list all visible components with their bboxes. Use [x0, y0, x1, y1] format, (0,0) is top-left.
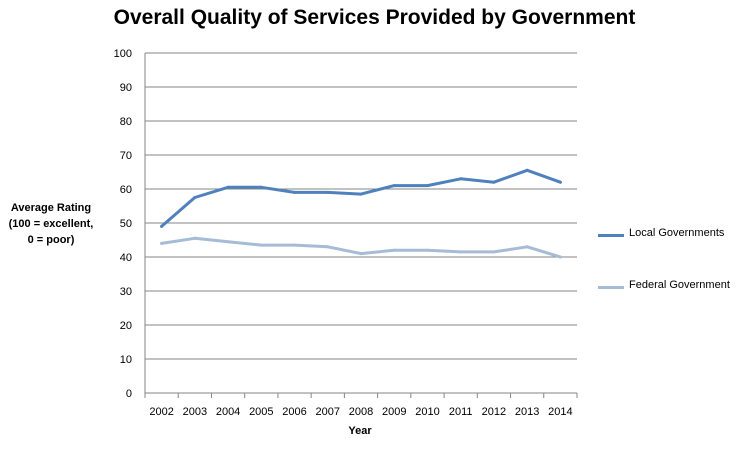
y-tick-label-70: 70	[120, 150, 132, 162]
y-tick-label-30: 30	[120, 286, 132, 298]
data-point-local-governments-2010	[425, 184, 429, 188]
data-point-federal-government-2004	[226, 240, 230, 244]
legend-label-local-governments: Local Governments	[629, 227, 725, 239]
data-point-federal-government-2007	[326, 245, 330, 249]
y-tick-label-50: 50	[120, 218, 132, 230]
y-axis-label-line-2: (100 = excellent,	[8, 218, 94, 230]
data-point-local-governments-2007	[326, 190, 330, 194]
x-tick-label-2006: 2006	[282, 406, 306, 418]
x-tick-label-2009: 2009	[382, 406, 406, 418]
data-point-federal-government-2011	[459, 250, 463, 254]
y-tick-label-100: 100	[114, 48, 132, 60]
x-tick-label-2002: 2002	[149, 406, 173, 418]
data-point-federal-government-2010	[425, 248, 429, 252]
x-tick-label-2008: 2008	[349, 406, 373, 418]
data-point-federal-government-2002	[160, 241, 164, 245]
data-point-federal-government-2008	[359, 252, 363, 256]
x-tick-label-2003: 2003	[183, 406, 207, 418]
data-point-local-governments-2011	[459, 177, 463, 181]
data-point-federal-government-2013	[525, 245, 529, 249]
data-point-federal-government-2003	[193, 236, 197, 240]
data-point-local-governments-2009	[392, 184, 396, 188]
y-axis-label-line-1: Average Rating	[10, 202, 92, 214]
y-tick-label-60: 60	[120, 184, 132, 196]
y-tick-label-80: 80	[120, 116, 132, 128]
data-point-local-governments-2005	[259, 185, 263, 189]
y-tick-label-90: 90	[120, 82, 132, 94]
data-point-local-governments-2008	[359, 192, 363, 196]
data-point-federal-government-2006	[293, 243, 297, 247]
x-tick-label-2005: 2005	[249, 406, 273, 418]
y-tick-label-20: 20	[120, 320, 132, 332]
x-axis-label: Year	[348, 425, 372, 437]
y-axis-label-line-3: 0 = poor)	[27, 234, 75, 246]
y-tick-label-10: 10	[120, 354, 132, 366]
legend-swatch-local-governments	[598, 234, 624, 237]
y-axis-label: Average Rating (100 = excellent, 0 = poo…	[2, 200, 100, 248]
data-point-local-governments-2004	[226, 185, 230, 189]
series-line-local-governments	[160, 168, 562, 228]
data-point-local-governments-2012	[492, 180, 496, 184]
data-point-federal-government-2014	[558, 255, 562, 259]
data-point-federal-government-2012	[492, 250, 496, 254]
data-point-federal-government-2005	[259, 243, 263, 247]
chart-title: Overall Quality of Services Provided by …	[113, 6, 636, 29]
x-tick-label-2010: 2010	[415, 406, 439, 418]
legend-label-federal-government: Federal Government	[629, 279, 730, 291]
x-tick-label-2014: 2014	[548, 406, 572, 418]
x-tick-label-2007: 2007	[316, 406, 340, 418]
data-point-local-governments-2014	[558, 180, 562, 184]
x-tick-label-2013: 2013	[515, 406, 539, 418]
legend-swatch-federal-government	[598, 286, 624, 289]
data-point-local-governments-2013	[525, 168, 529, 172]
data-point-federal-government-2009	[392, 248, 396, 252]
data-point-local-governments-2003	[193, 196, 197, 199]
y-tick-label-40: 40	[120, 252, 132, 264]
y-tick-label-0: 0	[126, 388, 132, 400]
x-tick-label-2004: 2004	[216, 406, 240, 418]
x-tick-label-2012: 2012	[482, 406, 506, 418]
data-point-local-governments-2006	[293, 190, 297, 194]
data-point-local-governments-2002	[160, 224, 164, 228]
x-tick-label-2011: 2011	[449, 406, 473, 418]
